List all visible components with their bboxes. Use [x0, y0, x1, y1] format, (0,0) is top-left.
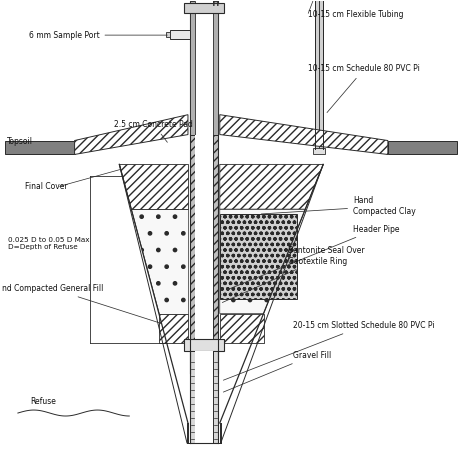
Bar [220, 214, 297, 299]
Text: 6 mm Sample Port: 6 mm Sample Port [29, 31, 167, 40]
Polygon shape [159, 314, 188, 343]
Bar [184, 339, 224, 351]
Text: Final Cover: Final Cover [25, 182, 67, 191]
Polygon shape [220, 209, 305, 314]
Bar [5, 140, 74, 155]
Bar [184, 3, 224, 13]
Text: Refuse: Refuse [30, 397, 56, 406]
Bar [170, 30, 190, 39]
Polygon shape [131, 209, 188, 314]
Text: 10-15 cm Schedule 80 PVC Pi: 10-15 cm Schedule 80 PVC Pi [308, 64, 420, 112]
Bar [213, 351, 218, 443]
Bar [195, 351, 213, 443]
Bar [388, 140, 457, 155]
Polygon shape [74, 115, 188, 155]
Bar [213, 1, 218, 135]
Bar [190, 1, 195, 135]
Text: nd Compacted General Fill: nd Compacted General Fill [2, 284, 159, 323]
Text: Hand
Compacted Clay: Hand Compacted Clay [261, 196, 416, 216]
Text: Gravel Fill: Gravel Fill [223, 351, 332, 392]
Text: 20-15 cm Slotted Schedule 80 PVC Pi: 20-15 cm Slotted Schedule 80 PVC Pi [223, 321, 435, 380]
Bar [190, 351, 195, 443]
Text: 10-15 cm Flexible Tubing: 10-15 cm Flexible Tubing [308, 10, 404, 19]
Bar [315, 0, 319, 149]
Text: Header Pipe: Header Pipe [228, 225, 400, 290]
Polygon shape [220, 115, 388, 155]
Bar [190, 1, 218, 135]
Text: Topsoil: Topsoil [7, 137, 33, 146]
Polygon shape [220, 164, 323, 209]
Bar [195, 135, 213, 373]
Text: Bentonite Seal Over
Geotextile Ring: Bentonite Seal Over Geotextile Ring [222, 246, 365, 302]
Bar [213, 135, 218, 373]
Polygon shape [119, 164, 188, 209]
Text: 0.025 D to 0.05 D Max
D=Depth of Refuse: 0.025 D to 0.05 D Max D=Depth of Refuse [8, 237, 90, 250]
Bar [319, 0, 323, 149]
Bar [190, 135, 195, 373]
Text: 2.5 cm Concrete Pad: 2.5 cm Concrete Pad [114, 120, 193, 142]
Polygon shape [220, 314, 264, 343]
Bar [313, 148, 325, 155]
Bar [195, 1, 213, 135]
Bar [166, 32, 170, 37]
